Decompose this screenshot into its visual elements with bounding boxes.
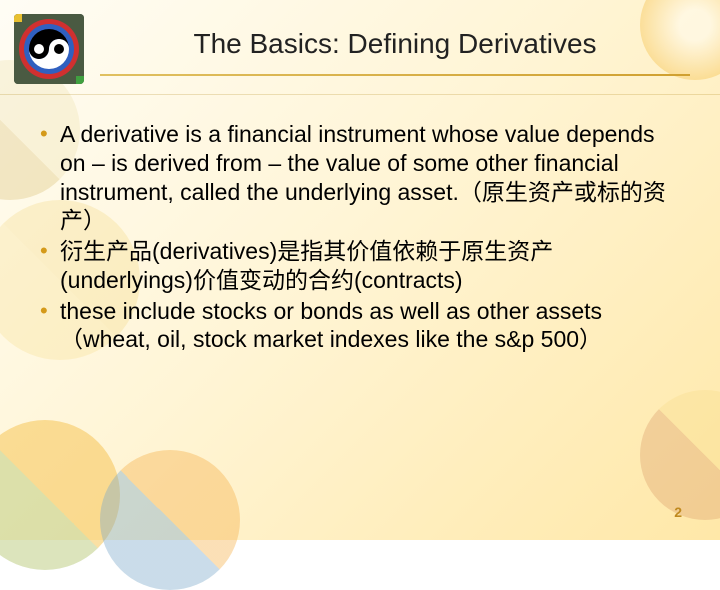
slide-title: The Basics: Defining Derivatives (110, 28, 680, 60)
title-underline-secondary (0, 94, 720, 95)
title-underline (100, 74, 690, 76)
bullet-list: A derivative is a financial instrument w… (40, 120, 680, 354)
logo-icon (14, 14, 84, 84)
deco-circle (100, 450, 240, 590)
bullet-item: 衍生产品(derivatives)是指其价值依赖于原生资产(underlying… (40, 237, 680, 295)
bullet-item: A derivative is a financial instrument w… (40, 120, 680, 235)
content-area: A derivative is a financial instrument w… (40, 120, 680, 356)
page-number: 2 (674, 504, 682, 520)
bullet-item: these include stocks or bonds as well as… (40, 297, 680, 355)
